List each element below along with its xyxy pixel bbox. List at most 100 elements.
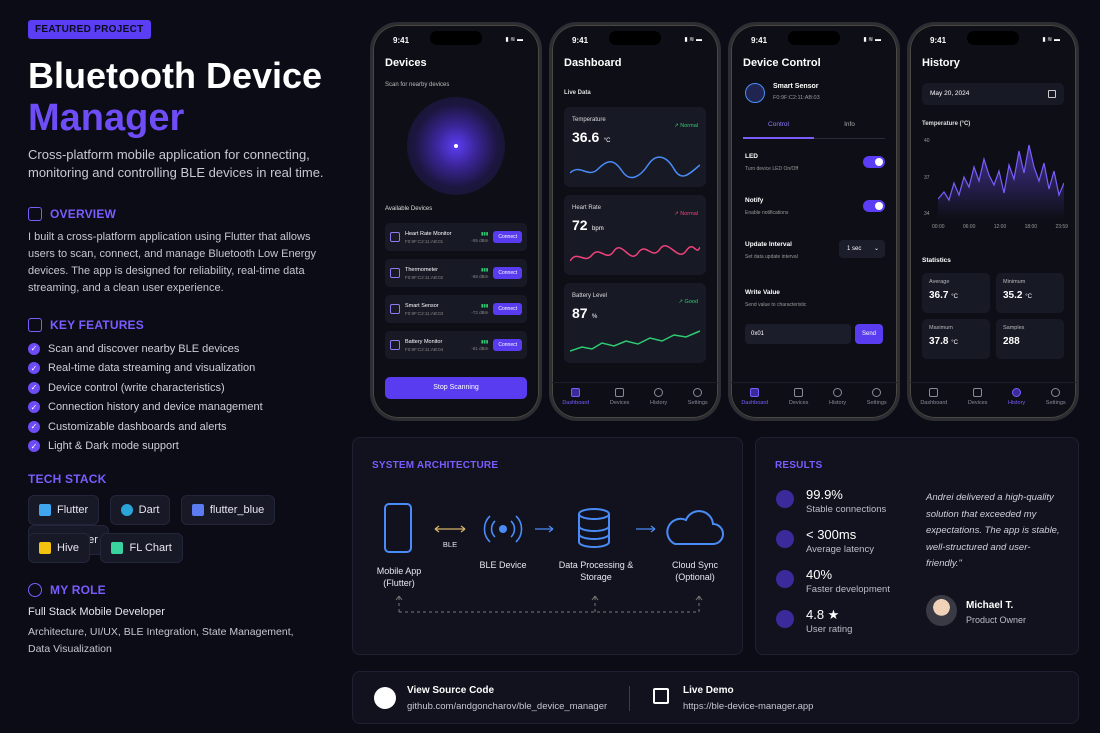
stat-value: 37.8 [929, 336, 949, 347]
card-unit: % [592, 314, 598, 320]
temperature-history-chart [938, 144, 1064, 219]
tech-chip-hive: Hive [28, 533, 91, 563]
tab-control[interactable]: Control [743, 121, 814, 139]
node-ble-device: BLE Device [479, 560, 527, 570]
connect-button[interactable]: Connect [493, 303, 522, 315]
tech-chip-flutter-blue: flutter_blue [180, 495, 276, 525]
write-value-input[interactable]: 0x01 [745, 324, 851, 344]
phone-dashboard: 9:41 ▮ ≋ ▬ Dashboard Live Data Temperatu… [549, 22, 721, 421]
feature-text: Connection history and device management [48, 401, 263, 414]
gear-icon [872, 388, 882, 397]
result-value: < 300ms [806, 527, 857, 542]
screen-title: Dashboard [564, 57, 622, 69]
available-label: Available Devices [385, 206, 433, 212]
list-item: ✓ Customizable dashboards and alerts [28, 417, 263, 437]
device-mac: F0:9F:C2:11:AB:02 [405, 274, 444, 280]
signal-icon: ▮▮▮ [480, 231, 489, 236]
live-demo-link[interactable]: https://ble-device-manager.app [683, 701, 814, 712]
device-row[interactable]: Battery Monitor F0:9F:C2:11:AB:04 ▮▮▮ -61 d… [385, 331, 527, 359]
send-button[interactable]: Send [855, 324, 883, 344]
card-value-wrap: 72 bpm [572, 217, 604, 235]
list-item: ✓ Device control (write characteristics) [28, 378, 263, 398]
device-row[interactable]: Heart Rate Monitor F0:9F:C2:11:AB:01 ▮▮▮ -5… [385, 223, 527, 251]
features-list: ✓ Scan and discover nearby BLE devices ✓ R… [28, 339, 263, 456]
tab-dashboard[interactable]: Dashboard [920, 388, 947, 418]
tab-settings[interactable]: Settings [867, 388, 887, 418]
tab-label: Settings [1045, 400, 1066, 406]
interval-value: 1 sec [847, 246, 862, 252]
screen-title: Devices [385, 57, 427, 69]
device-name: Heart Rate Monitor [405, 230, 452, 237]
tab-info[interactable]: Info [814, 121, 885, 139]
status-time: 9:41 [930, 36, 947, 45]
tab-history[interactable]: History [829, 388, 846, 418]
tab-settings[interactable]: Settings [1046, 388, 1066, 418]
temperature-card[interactable]: Temperature ↗ Normal 36.6 °C [564, 107, 706, 187]
source-code-link[interactable]: github.com/andgoncharov/ble_device_manag… [407, 701, 608, 712]
features-heading: KEY FEATURES [28, 318, 144, 332]
role-heading-text: MY ROLE [50, 583, 106, 597]
sensor-icon [390, 304, 400, 314]
device-row[interactable]: Thermometer F0:9F:C2:11:AB:02 ▮▮▮ -68 dBm Co… [385, 259, 527, 287]
home-icon [929, 388, 939, 397]
subtitle: Cross-platform mobile application for co… [28, 147, 324, 180]
card-label: Heart Rate [572, 205, 602, 211]
stop-scanning-button[interactable]: Stop Scanning [385, 377, 527, 399]
role-detail: Architecture, UI/UX, BLE Integration, St… [28, 626, 294, 655]
connect-button[interactable]: Connect [493, 267, 522, 279]
notify-toggle[interactable] [863, 200, 885, 212]
live-demo-label: Live Demo [683, 685, 734, 696]
tab-label: History [829, 400, 847, 406]
stat-label: Maximum [929, 325, 953, 331]
tab-history[interactable]: History [1008, 388, 1025, 418]
device-name: Smart Sensor [773, 83, 819, 90]
device-name: Battery Monitor [405, 338, 443, 345]
check-icon: ✓ [28, 342, 40, 355]
write-sub: Send value to characteristic [745, 302, 807, 308]
tab-label: Settings [687, 400, 708, 406]
tab-label: Devices [788, 400, 809, 406]
check-icon: ✓ [28, 440, 40, 453]
tab-dashboard[interactable]: Dashboard [562, 388, 589, 418]
chart-icon [111, 542, 124, 554]
date-picker[interactable]: May 20, 2024 [922, 83, 1064, 105]
overview-text: I built a cross-platform application usi… [28, 231, 317, 294]
led-toggle[interactable] [863, 156, 885, 168]
device-name: Thermometer [405, 266, 439, 273]
tab-devices[interactable]: Devices [968, 388, 987, 418]
check-icon: ✓ [28, 381, 40, 394]
devices-icon [794, 388, 804, 397]
battery-card[interactable]: Battery Level ↗ Good 87 % [564, 283, 706, 363]
tab-history[interactable]: History [650, 388, 667, 418]
tab-settings[interactable]: Settings [688, 388, 708, 418]
led-label: LED [745, 153, 758, 160]
connect-button[interactable]: Connect [493, 339, 522, 351]
node-mobile-app: Mobile App (Flutter) [376, 566, 422, 588]
tech-label: FL Chart [129, 542, 172, 554]
interval-select[interactable]: 1 sec ⌄ [839, 240, 885, 258]
status-time: 9:41 [751, 36, 768, 45]
connect-button[interactable]: Connect [493, 231, 522, 243]
card-value-wrap: 87 % [572, 305, 597, 323]
tab-devices[interactable]: Devices [610, 388, 629, 418]
device-row[interactable]: Smart Sensor F0:9F:C2:11:AB:03 ▮▮▮ -72 dBm C… [385, 295, 527, 323]
featured-badge: FEATURED PROJECT [28, 20, 151, 39]
stat-value: 288 [1003, 336, 1020, 347]
heart-rate-card[interactable]: Heart Rate ↗ Normal 72 bpm [564, 195, 706, 275]
architecture-heading: SYSTEM ARCHITECTURE [372, 460, 499, 471]
architecture-panel: SYSTEM ARCHITECTURE Mobile App (Flutter)… [352, 437, 743, 655]
tab-label: Dashboard [920, 400, 948, 406]
links-panel: View Source Code github.com/andgoncharov… [352, 671, 1079, 724]
results-heading: RESULTS [775, 460, 823, 471]
interval-label: Update Interval [745, 241, 792, 248]
clock-icon [833, 388, 843, 397]
tab-devices[interactable]: Devices [788, 388, 809, 418]
card-unit: bpm [592, 226, 604, 232]
tab-dashboard[interactable]: Dashboard [741, 388, 768, 418]
clock-icon [1012, 388, 1022, 397]
card-label: Temperature [572, 117, 606, 123]
star-icon [776, 610, 794, 628]
x-tick: 06:00 [962, 224, 976, 230]
list-item: ✓ Scan and discover nearby BLE devices [28, 339, 263, 359]
tech-label: Flutter [57, 504, 89, 516]
